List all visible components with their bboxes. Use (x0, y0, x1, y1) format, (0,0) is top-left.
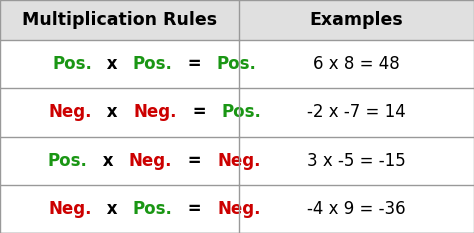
Text: 6 x 8 = 48: 6 x 8 = 48 (313, 55, 400, 73)
Text: x: x (101, 55, 123, 73)
Text: =: = (186, 103, 212, 121)
Text: =: = (182, 55, 207, 73)
Text: Pos.: Pos. (52, 55, 92, 73)
Text: Pos.: Pos. (221, 103, 261, 121)
Text: Neg.: Neg. (133, 103, 176, 121)
Text: x: x (101, 103, 123, 121)
Text: -4 x 9 = -36: -4 x 9 = -36 (307, 200, 406, 218)
Text: Neg.: Neg. (217, 200, 261, 218)
Text: =: = (182, 200, 207, 218)
Bar (0, 0, 474, 40)
Text: Pos.: Pos. (132, 55, 173, 73)
Text: Multiplication Rules: Multiplication Rules (22, 11, 217, 29)
Text: Neg.: Neg. (48, 200, 91, 218)
Text: 3 x -5 = -15: 3 x -5 = -15 (307, 152, 406, 170)
Bar (0, 40, 474, 88)
Text: Examples: Examples (310, 11, 403, 29)
Text: x: x (101, 200, 123, 218)
Text: Neg.: Neg. (128, 152, 172, 170)
Text: =: = (182, 152, 207, 170)
Bar (0, 137, 474, 185)
Bar (0, 185, 474, 233)
Bar (0, 88, 474, 137)
Text: Pos.: Pos. (217, 55, 256, 73)
Text: Neg.: Neg. (48, 103, 91, 121)
Text: Pos.: Pos. (132, 200, 173, 218)
Text: Neg.: Neg. (217, 152, 261, 170)
Text: x: x (97, 152, 119, 170)
Text: Pos.: Pos. (48, 152, 88, 170)
Text: -2 x -7 = 14: -2 x -7 = 14 (307, 103, 406, 121)
